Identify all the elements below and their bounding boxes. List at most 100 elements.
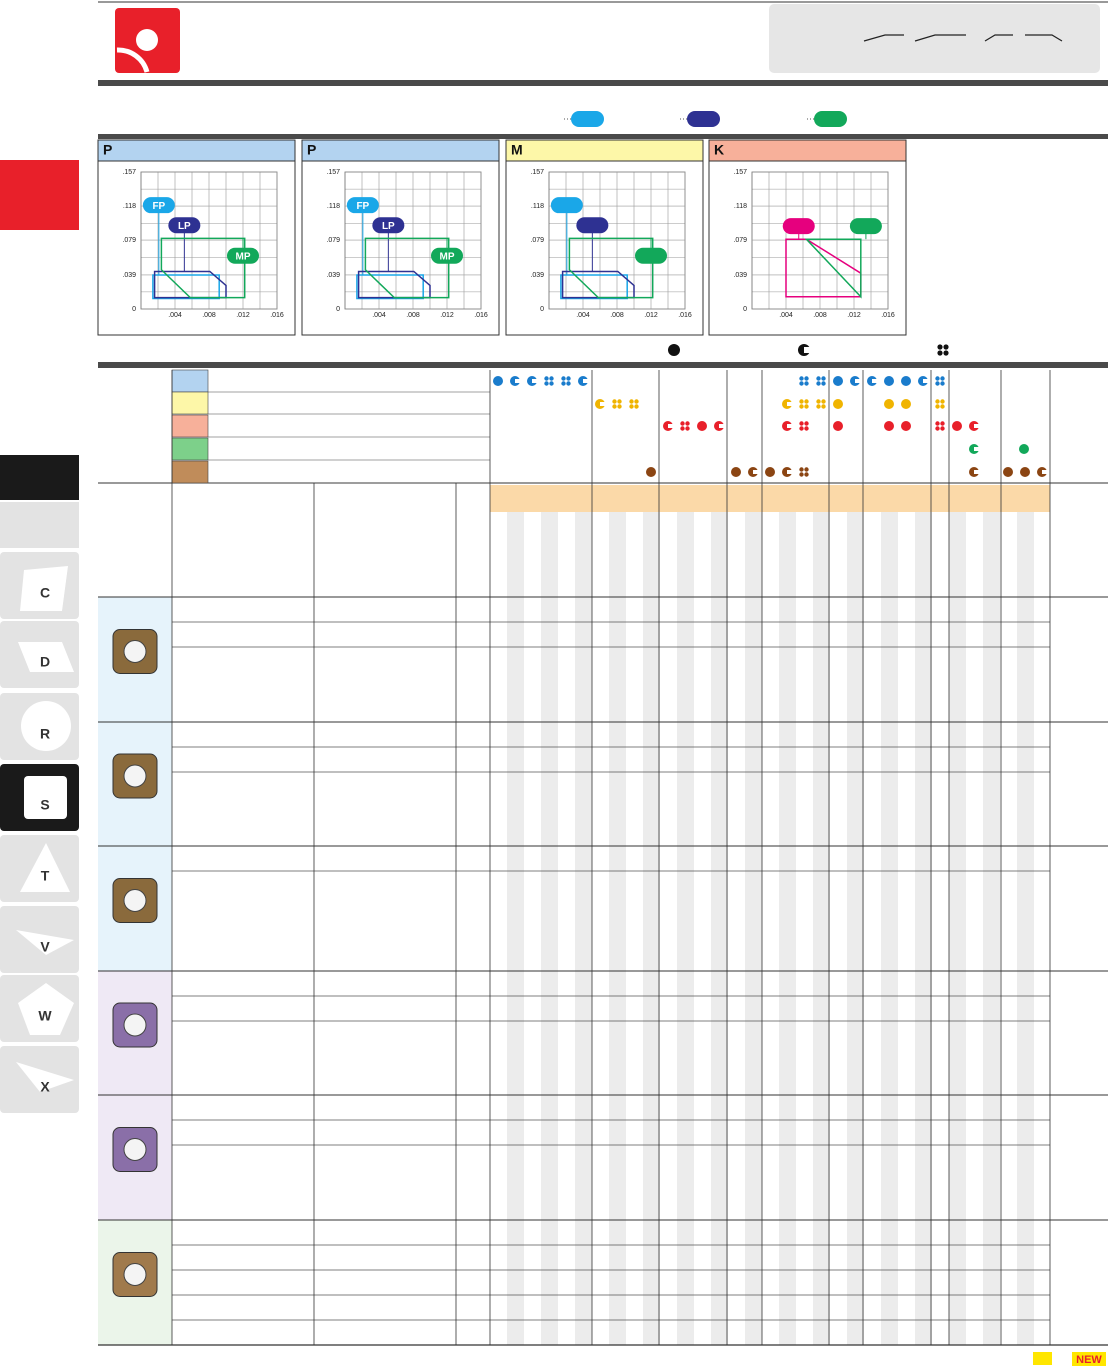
icon-part — [821, 376, 826, 381]
column-stripe — [575, 512, 592, 1345]
icon-cut — [515, 379, 521, 383]
icon-part — [799, 472, 804, 477]
icon-part — [685, 421, 690, 426]
icon-part — [940, 376, 945, 381]
y-tick-label: .118 — [531, 203, 544, 210]
column-stripe — [677, 512, 694, 1345]
icon-cut — [855, 379, 861, 383]
tab-label: V — [40, 939, 50, 955]
icon-part — [816, 376, 821, 381]
column-stripe — [847, 512, 864, 1345]
icon-part — [940, 381, 945, 386]
section-rule — [98, 134, 1108, 139]
x-tick-label: .004 — [372, 312, 386, 319]
icon-part — [799, 421, 804, 426]
icon-part — [940, 399, 945, 404]
x-tick-label: .012 — [236, 312, 250, 319]
icon-part — [816, 399, 821, 404]
icon-part — [629, 399, 634, 404]
tab-label: R — [40, 726, 50, 742]
tab-shape — [16, 1062, 74, 1092]
icon-part — [680, 426, 685, 431]
y-tick-label: .118 — [123, 203, 136, 210]
chart-title: M — [511, 142, 523, 158]
icon-part — [816, 404, 821, 409]
grade-icon — [816, 376, 826, 386]
y-tick-label: 0 — [132, 306, 136, 313]
icon-cut — [600, 402, 606, 406]
footer-swatch — [1033, 1352, 1052, 1365]
grade-icon — [646, 467, 656, 477]
tab-shape — [24, 776, 67, 819]
region — [364, 237, 450, 299]
icon-part — [935, 399, 940, 404]
grade-icon — [935, 399, 945, 409]
icon-part — [804, 376, 809, 381]
x-tick-label: .008 — [202, 312, 216, 319]
icon-part — [566, 376, 571, 381]
logo-arc — [116, 47, 150, 73]
region — [152, 274, 220, 300]
icon-part — [935, 426, 940, 431]
region-label: FP — [356, 201, 369, 212]
grade-band — [490, 485, 1050, 512]
grade-icon — [697, 421, 707, 431]
grade-icon — [884, 399, 894, 409]
x-tick-label: .016 — [678, 312, 692, 319]
x-tick-label: .008 — [406, 312, 420, 319]
y-tick-label: 0 — [743, 306, 747, 313]
region-bubble — [635, 247, 667, 264]
region-bubble — [550, 197, 583, 214]
grade-icon — [1003, 467, 1013, 477]
icon-cut — [719, 424, 725, 428]
icon-part — [940, 421, 945, 426]
tab-shape — [18, 983, 74, 1035]
symbol-key — [668, 344, 949, 356]
icon-part — [935, 376, 940, 381]
svg-text:···: ··· — [563, 113, 572, 123]
grade-icon — [816, 399, 826, 409]
icon-cut — [787, 402, 793, 406]
grade-icon — [1020, 467, 1030, 477]
icon-part — [804, 399, 809, 404]
icon-cut — [753, 470, 759, 474]
y-tick-label: .079 — [326, 237, 340, 244]
chart-panel — [708, 139, 907, 336]
info-box — [769, 4, 1100, 73]
legend: ··· ··· ··· — [563, 111, 847, 127]
tab-label: C — [40, 585, 50, 601]
icon-part — [821, 399, 826, 404]
y-tick-label: .079 — [530, 237, 544, 244]
region-bubble — [576, 217, 609, 234]
grade-icon — [884, 421, 894, 431]
tab-shape — [21, 701, 71, 751]
icon-part — [804, 381, 809, 386]
x-tick-label: .016 — [474, 312, 488, 319]
logo-mark — [136, 29, 158, 51]
insert-hole — [123, 889, 147, 912]
grade-icon — [612, 399, 622, 409]
tab-label: X — [40, 1079, 50, 1095]
icon-part — [617, 399, 622, 404]
y-tick-label: .039 — [530, 272, 544, 279]
icon-part — [544, 381, 549, 386]
x-tick-label: .004 — [779, 312, 793, 319]
icon-part — [940, 404, 945, 409]
icon-part — [561, 381, 566, 386]
region-label: LP — [178, 221, 191, 232]
icon-part — [804, 421, 809, 426]
column-stripe — [507, 512, 524, 1345]
header-rule — [98, 80, 1108, 86]
icon-part — [804, 426, 809, 431]
grade-icon — [833, 421, 843, 431]
tab-shape — [18, 642, 74, 672]
icon-part — [549, 376, 554, 381]
y-tick-label: .118 — [327, 203, 340, 210]
region-label: MP — [236, 251, 251, 262]
icon-cut — [583, 379, 589, 383]
region — [160, 237, 246, 299]
y-tick-label: .039 — [326, 272, 340, 279]
icon-part — [634, 404, 639, 409]
material-swatch — [171, 391, 209, 415]
column-stripe — [711, 512, 728, 1345]
